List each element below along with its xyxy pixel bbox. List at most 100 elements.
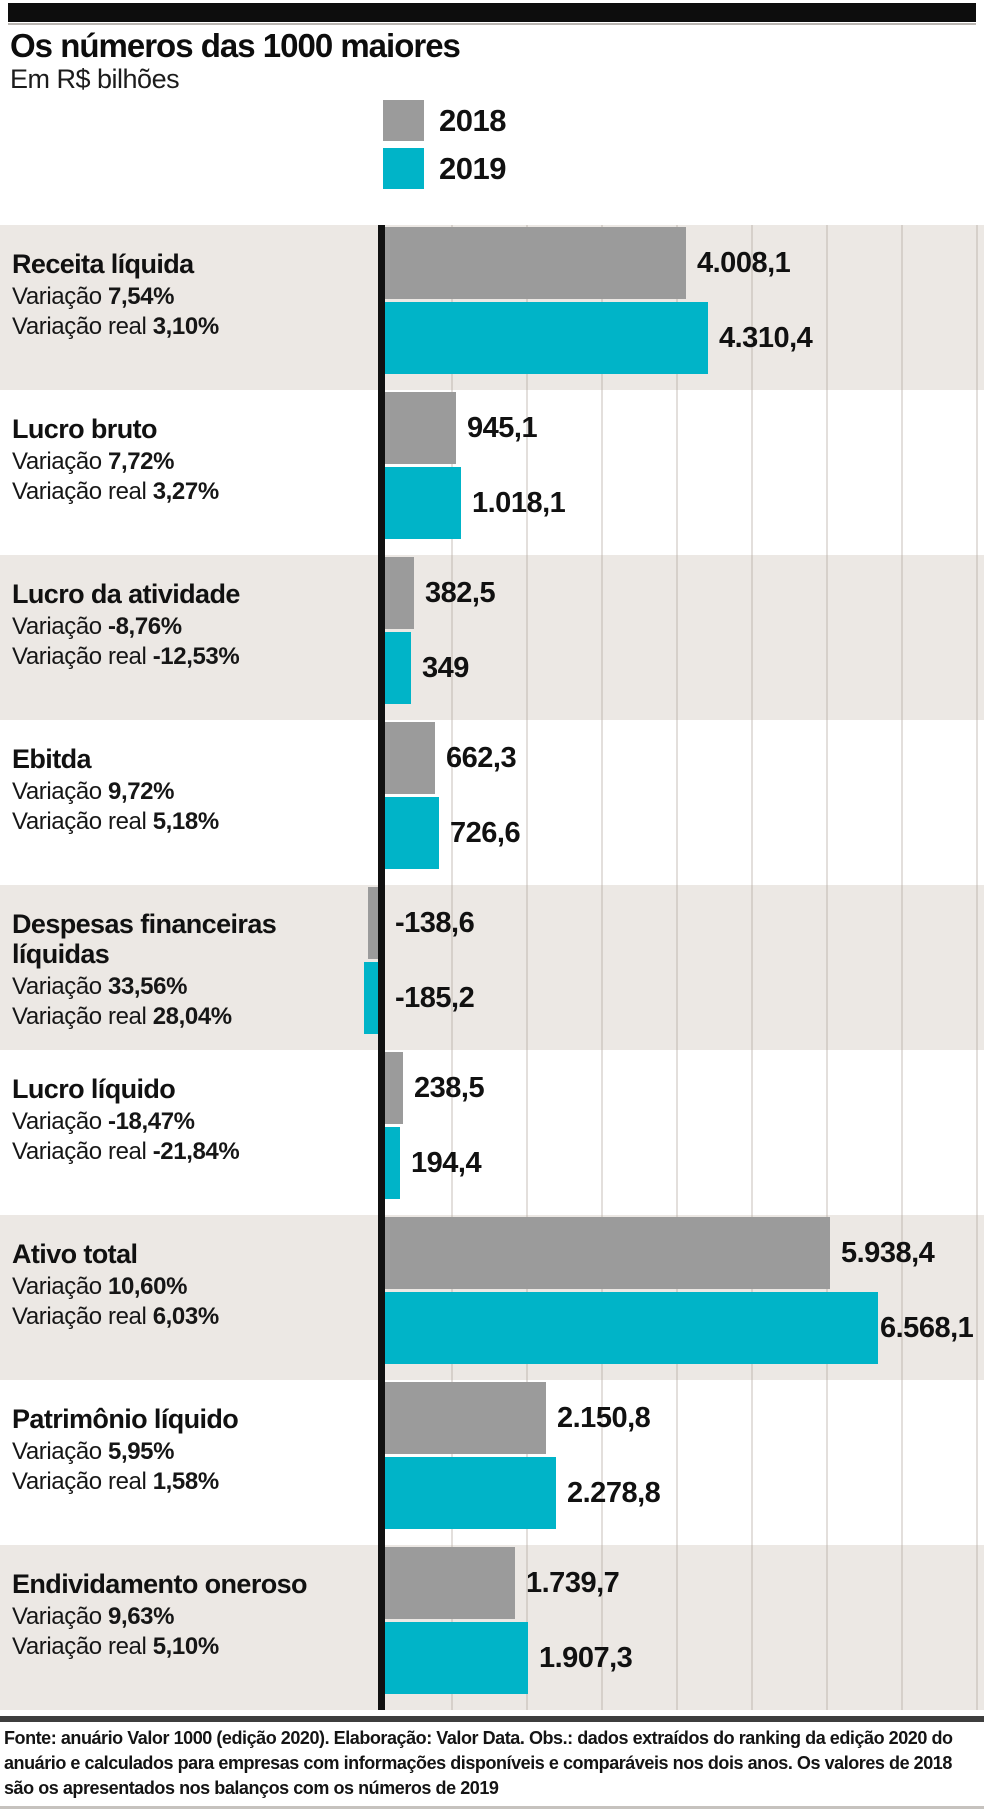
bar-2018-value: 945,1 [467, 412, 538, 444]
page-subtitle: Em R$ bilhões [10, 64, 180, 94]
bar-2019-value: 1.907,3 [539, 1642, 633, 1674]
metric-label: Ativo total Variação 10,60% Variação real … [12, 1239, 342, 1331]
bar-2018 [368, 887, 378, 959]
bar-2018-value: 1.739,7 [526, 1567, 620, 1599]
bar-2019 [385, 1457, 556, 1529]
axis-line [378, 1380, 385, 1545]
metric-name: Patrimônio líquido [12, 1404, 239, 1434]
bar-2019 [385, 467, 461, 539]
variation: Variação 7,72% [12, 448, 175, 476]
bar-2019 [364, 962, 378, 1034]
axis-line [378, 1215, 385, 1380]
bar-2018 [385, 392, 456, 464]
bar-2018-value: 382,5 [425, 577, 496, 609]
bar-2019 [385, 797, 439, 869]
metric-section: Ativo total Variação 10,60% Variação real … [0, 1215, 984, 1380]
bar-2018 [385, 1547, 515, 1619]
metric-section: Despesas financeiras líquidas Variação 33… [0, 885, 984, 1050]
bar-2019 [385, 1292, 878, 1364]
legend-label-2019: 2019 [439, 150, 506, 186]
axis-line [378, 1050, 385, 1215]
bar-2019 [385, 302, 708, 374]
bar-2018 [385, 557, 414, 629]
variation-real: Variação real 3,27% [12, 478, 219, 506]
top-black-bar [8, 3, 976, 22]
bar-2018-value: 238,5 [414, 1072, 485, 1104]
variation-real: Variação real 5,10% [12, 1633, 219, 1661]
metric-section: Lucro líquido Variação -18,47% Variação re… [0, 1050, 984, 1215]
variation: Variação 9,63% [12, 1603, 175, 1631]
variation: Variação 7,54% [12, 283, 175, 311]
bar-2018 [385, 227, 686, 299]
bar-2019 [385, 1622, 528, 1694]
metric-name: Ebitda [12, 744, 92, 774]
metric-section: Ebitda Variação 9,72% Variação real 5,18% 6… [0, 720, 984, 885]
top-bar-shadow [8, 23, 976, 25]
metric-label: Lucro bruto Variação 7,72% Variação real 3… [12, 414, 342, 506]
bar-2019-value: 1.018,1 [472, 487, 566, 519]
variation-real: Variação real 3,10% [12, 313, 219, 341]
bar-2018-value: 5.938,4 [841, 1237, 935, 1269]
metric-name: Endividamento oneroso [12, 1569, 308, 1599]
source-note: Fonte: anuário Valor 1000 (edição 2020).… [4, 1728, 953, 1798]
chart-legend: 2018 2019 [383, 100, 506, 196]
variation-real: Variação real -21,84% [12, 1138, 240, 1166]
gridlines [378, 720, 984, 885]
bottom-divider [0, 1806, 984, 1809]
variation: Variação 33,56% [12, 973, 188, 1001]
gridlines [378, 885, 984, 1050]
bar-2019-value: 6.568,1 [880, 1312, 974, 1344]
metric-name: Despesas financeiras líquidas [12, 909, 277, 970]
metric-name: Lucro da atividade [12, 579, 240, 609]
legend-swatch-2019 [383, 148, 424, 189]
metric-name: Ativo total [12, 1239, 138, 1269]
axis-line [378, 390, 385, 555]
footer-divider [0, 1716, 984, 1722]
bar-2019-value: 2.278,8 [567, 1477, 661, 1509]
metric-label: Endividamento oneroso Variação 9,63% Varia… [12, 1569, 342, 1661]
bar-2019-value: 4.310,4 [719, 322, 813, 354]
legend-swatch-2018 [383, 100, 424, 141]
variation: Variação 5,95% [12, 1438, 175, 1466]
bar-2019 [385, 1127, 400, 1199]
metric-name: Lucro líquido [12, 1074, 176, 1104]
variation: Variação -18,47% [12, 1108, 195, 1136]
metric-label: Lucro líquido Variação -18,47% Variação re… [12, 1074, 342, 1166]
bar-2018-value: 662,3 [446, 742, 517, 774]
bar-2018-value: 4.008,1 [697, 247, 791, 279]
bar-2018 [385, 722, 435, 794]
variation: Variação -8,76% [12, 613, 182, 641]
bar-2019-value: 726,6 [450, 817, 521, 849]
axis-line [378, 225, 385, 390]
variation-real: Variação real 5,18% [12, 808, 219, 836]
metric-section: Receita líquida Variação 7,54% Variação re… [0, 225, 984, 390]
bar-chart: Receita líquida Variação 7,54% Variação re… [0, 225, 984, 1710]
bar-2018 [385, 1217, 830, 1289]
legend-label-2018: 2018 [439, 102, 506, 138]
bar-2019-value: 194,4 [411, 1147, 482, 1179]
metric-section: Lucro da atividade Variação -8,76% Variaçã… [0, 555, 984, 720]
axis-line [378, 885, 385, 1050]
metric-name: Lucro bruto [12, 414, 157, 444]
metric-label: Receita líquida Variação 7,54% Variação re… [12, 249, 342, 341]
metric-label: Despesas financeiras líquidas Variação 33… [12, 909, 342, 1031]
metric-section: Lucro bruto Variação 7,72% Variação real 3… [0, 390, 984, 555]
page-title: Os números das 1000 maiores [10, 27, 461, 64]
gridlines [378, 1050, 984, 1215]
axis-line [378, 1545, 385, 1710]
axis-line [378, 555, 385, 720]
metric-section: Endividamento oneroso Variação 9,63% Varia… [0, 1545, 984, 1710]
metric-label: Ebitda Variação 9,72% Variação real 5,18% [12, 744, 342, 836]
legend-item-2018: 2018 [383, 100, 506, 141]
bar-2018-value: 2.150,8 [557, 1402, 651, 1434]
bar-2018-value: -138,6 [395, 907, 475, 939]
variation-real: Variação real 1,58% [12, 1468, 219, 1496]
metric-label: Patrimônio líquido Variação 5,95% Variação… [12, 1404, 342, 1496]
variation-real: Variação real -12,53% [12, 643, 240, 671]
gridlines [378, 390, 984, 555]
bar-2019 [385, 632, 411, 704]
variation: Variação 10,60% [12, 1273, 188, 1301]
metric-section: Patrimônio líquido Variação 5,95% Variação… [0, 1380, 984, 1545]
bar-2018 [385, 1382, 546, 1454]
